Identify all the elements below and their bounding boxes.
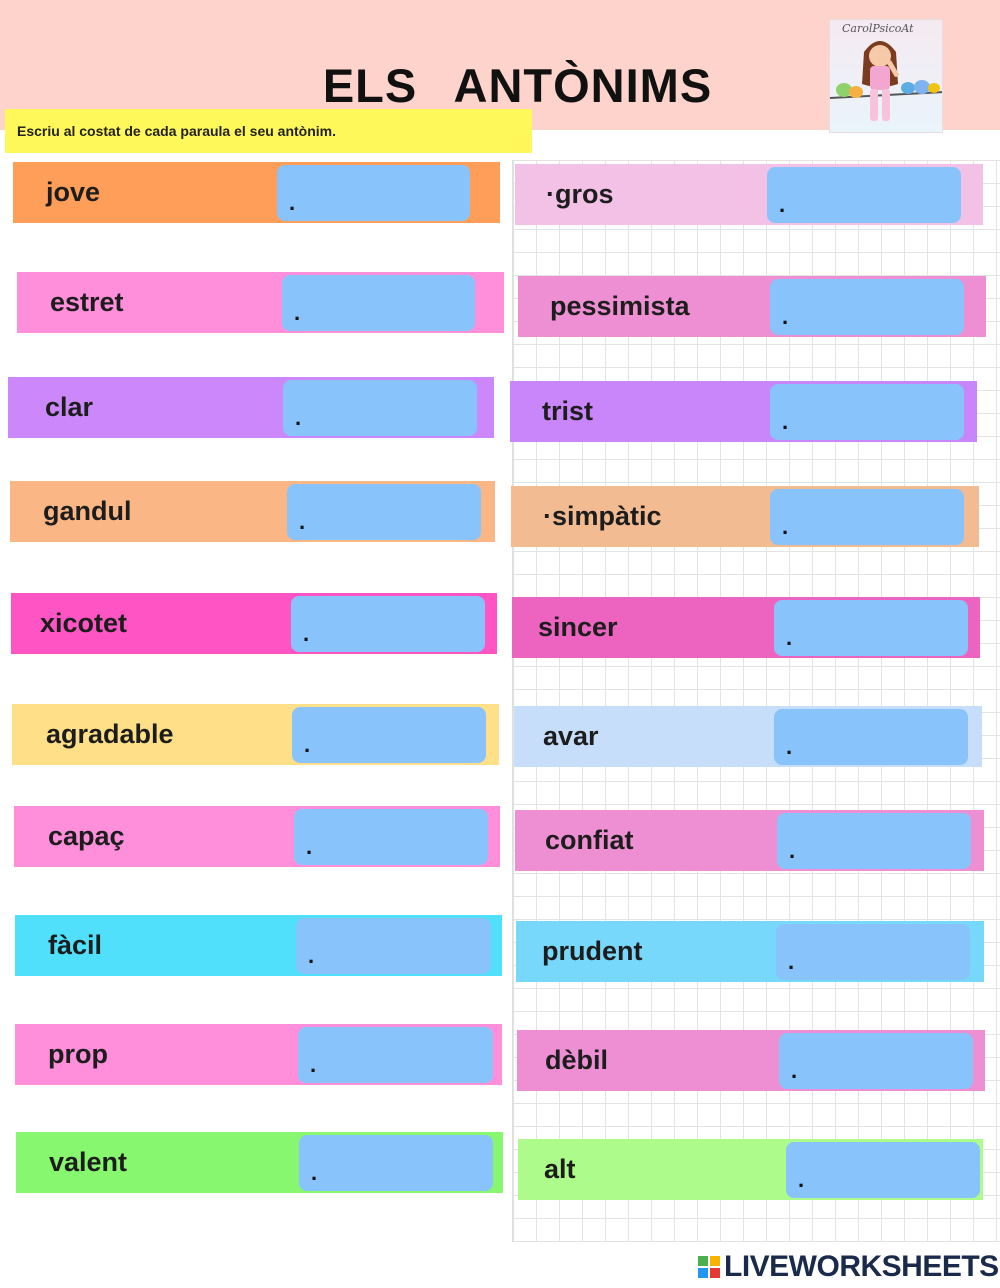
liveworksheets-logo[interactable]: LIVEWORKSHEETS (697, 1250, 999, 1283)
word-strip-estret: estret (17, 272, 504, 333)
word-label: gandul (43, 496, 132, 526)
word-strip-confiat: confiat (515, 810, 984, 871)
word-label: agradable (46, 719, 174, 749)
word-label: jove (46, 177, 101, 207)
word-strip-alt: alt (518, 1139, 983, 1200)
word-strip-debil: dèbil (517, 1030, 985, 1091)
answer-input[interactable] (294, 809, 488, 865)
answer-input[interactable] (292, 707, 486, 763)
answer-input[interactable] (283, 380, 477, 436)
author-avatar: CarolPsicoAt (829, 19, 943, 133)
answer-input[interactable] (770, 384, 964, 440)
word-strip-gros: ·gros (515, 164, 983, 225)
word-label: fàcil (48, 930, 103, 960)
word-strip-prudent: prudent (516, 921, 984, 982)
word-label: trist (542, 396, 594, 426)
word-strip-capac: capaç (14, 806, 500, 867)
answer-input[interactable] (767, 167, 961, 223)
avatar-illustration (830, 41, 942, 121)
answer-input[interactable] (776, 924, 970, 980)
word-label: xicotet (40, 608, 128, 638)
answer-input[interactable] (779, 1033, 973, 1089)
answer-input[interactable] (774, 600, 968, 656)
word-strip-facil: fàcil (15, 915, 502, 976)
answer-input[interactable] (287, 484, 481, 540)
word-label: avar (543, 721, 599, 751)
instruction-text: Escriu al costat de cada paraula el seu … (5, 109, 532, 153)
word-strip-prop: prop (15, 1024, 502, 1085)
word-label: confiat (545, 825, 634, 855)
word-label: alt (544, 1154, 576, 1184)
word-label: ·gros (546, 179, 614, 209)
word-label: prudent (542, 936, 643, 966)
liveworksheets-mark-icon (697, 1255, 721, 1279)
word-label: dèbil (545, 1045, 609, 1075)
word-strip-avar: avar (514, 706, 982, 767)
word-label: capaç (48, 821, 125, 851)
word-label: sincer (538, 612, 618, 642)
answer-input[interactable] (298, 1027, 493, 1083)
word-strip-sincer: sincer (512, 597, 980, 658)
word-label: valent (49, 1147, 128, 1177)
answer-input[interactable] (291, 596, 485, 652)
answer-input[interactable] (299, 1135, 493, 1191)
answer-input[interactable] (770, 489, 964, 545)
answer-input[interactable] (296, 918, 491, 974)
answer-input[interactable] (774, 709, 968, 765)
word-label: ·simpàtic (543, 501, 662, 531)
answer-input[interactable] (282, 275, 475, 331)
avatar-signature: CarolPsicoAt (842, 22, 914, 35)
word-strip-xicotet: xicotet (11, 593, 497, 654)
word-label: estret (50, 287, 124, 317)
word-label: clar (45, 392, 94, 422)
answer-input[interactable] (786, 1142, 980, 1198)
page-title: ELS ANTÒNIMS (322, 59, 713, 112)
word-strip-jove: jove (13, 162, 500, 223)
word-strip-clar: clar (8, 377, 494, 438)
footer-brand: LIVEWORKSHEETS (724, 1250, 999, 1283)
answer-input[interactable] (277, 165, 470, 221)
word-strip-valent: valent (16, 1132, 503, 1193)
word-strip-pessimista: pessimista (518, 276, 986, 337)
word-strip-agradable: agradable (12, 704, 499, 765)
answer-input[interactable] (770, 279, 964, 335)
word-strip-trist: trist (510, 381, 977, 442)
word-strip-simpatic: ·simpàtic (511, 486, 979, 547)
word-label: pessimista (550, 291, 690, 321)
answer-input[interactable] (777, 813, 971, 869)
word-label: prop (48, 1039, 108, 1069)
word-strip-gandul: gandul (10, 481, 495, 542)
